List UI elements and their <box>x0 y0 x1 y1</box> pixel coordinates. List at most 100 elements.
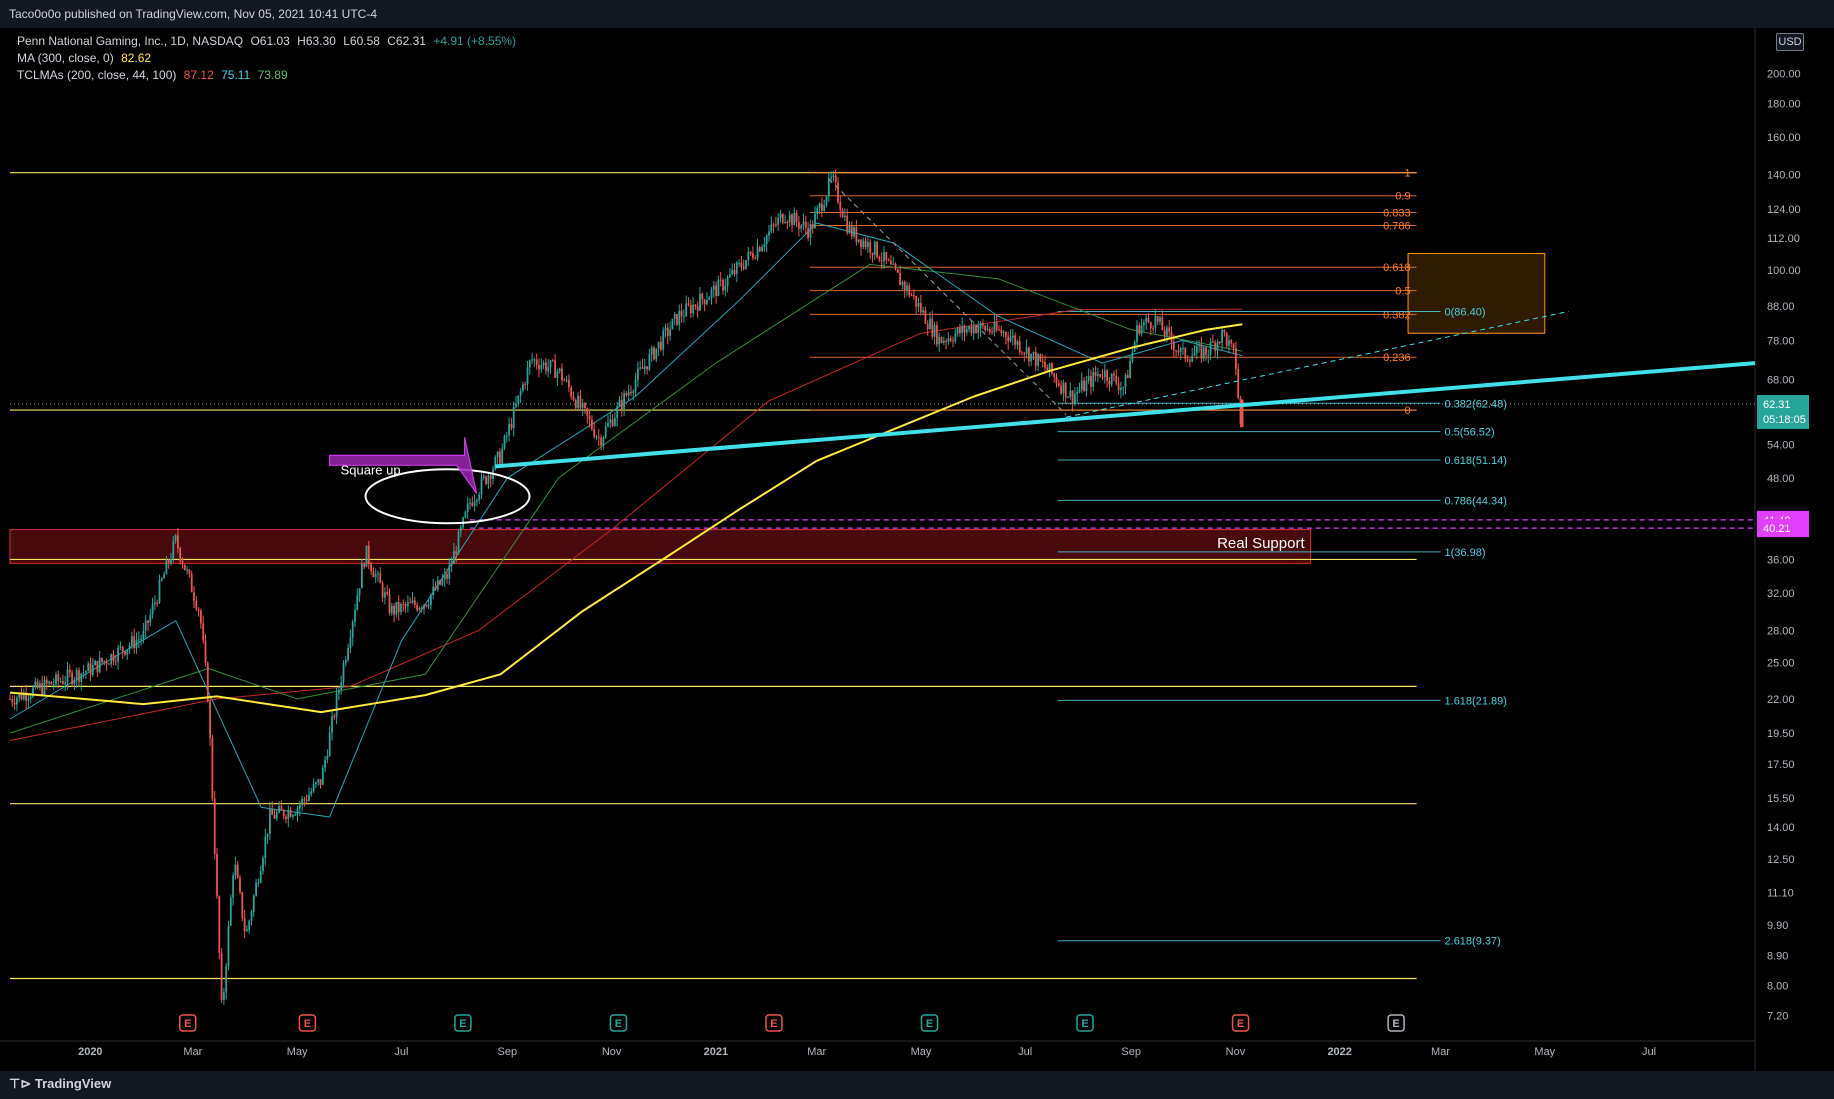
candle-body <box>715 285 717 297</box>
candle-body <box>614 417 616 426</box>
candle-body <box>680 310 683 317</box>
candle-body <box>1161 317 1164 331</box>
candle-body <box>634 379 637 392</box>
candle-body <box>349 637 352 649</box>
candle-body <box>298 805 301 809</box>
candle-body <box>526 367 529 385</box>
symbol-name[interactable]: Penn National Gaming, Inc., 1D, NASDAQ <box>17 34 244 48</box>
earnings-marker-label: E <box>459 1018 466 1030</box>
candle-body <box>535 359 538 366</box>
candle-body <box>317 779 320 783</box>
candle-body <box>846 215 849 233</box>
candle-body <box>236 864 239 878</box>
candle-body <box>630 391 632 394</box>
fib-retracement-label: 1 <box>1404 168 1410 180</box>
tclmas-value-fast: 73.89 <box>257 68 288 82</box>
candle-body <box>473 501 476 506</box>
candle-body <box>430 595 432 605</box>
tradingview-logo[interactable]: ⊤⊳ TradingView <box>9 1076 111 1092</box>
candle-body <box>719 279 722 281</box>
candle-body <box>1069 390 1072 397</box>
candle-body <box>692 304 694 314</box>
candle-body <box>469 502 471 504</box>
candle-body <box>1025 347 1028 354</box>
candle-body <box>616 405 619 418</box>
candle-body <box>432 586 435 596</box>
x-tick-label: 2021 <box>704 1046 728 1058</box>
candle-body <box>183 564 186 570</box>
candle-body <box>1041 360 1044 363</box>
candle-body <box>970 326 973 334</box>
y-tick-label: 68.00 <box>1767 374 1795 386</box>
candle-body <box>1078 389 1081 392</box>
candle-body <box>388 594 391 613</box>
candle-body <box>804 221 807 229</box>
y-tick-label: 160.00 <box>1767 132 1801 144</box>
tclmas-label[interactable]: TCLMAs (200, close, 44, 100) <box>17 68 177 82</box>
candle-body <box>64 682 67 684</box>
ma-label[interactable]: MA (300, close, 0) <box>17 51 114 65</box>
fib-retracement-label: 0.833 <box>1383 208 1411 220</box>
candle-body <box>340 682 343 690</box>
y-tick-label: 32.00 <box>1767 588 1795 600</box>
candle-body <box>1221 329 1223 343</box>
earnings-marker <box>609 1014 628 1032</box>
y-tick-label: 78.00 <box>1767 335 1795 347</box>
candle-body <box>1023 352 1026 354</box>
candle-body <box>924 310 927 324</box>
candle-body <box>1207 354 1210 356</box>
candle-body <box>809 224 812 238</box>
candle-body <box>101 658 103 663</box>
candle-body <box>821 203 823 211</box>
candle-body <box>565 379 568 381</box>
earnings-marker <box>178 1014 197 1032</box>
legend: Penn National Gaming, Inc., 1D, NASDAQ O… <box>17 33 520 84</box>
published-bar: Taco0o0o published on TradingView.com, N… <box>0 0 1834 28</box>
candle-body <box>823 205 826 211</box>
candle-body <box>818 203 821 209</box>
candle-body <box>632 391 635 394</box>
candle-body <box>1028 347 1030 362</box>
candle-body <box>869 242 872 253</box>
y-tick-label: 48.00 <box>1767 473 1795 485</box>
fib-retracement-label: 0.9 <box>1395 191 1410 203</box>
candle-body <box>436 580 439 590</box>
candle-body <box>551 360 554 362</box>
candle-body <box>1032 351 1035 354</box>
candle-body <box>531 359 533 361</box>
candle-body <box>620 399 623 410</box>
candle-body <box>505 435 508 437</box>
candle-body <box>752 253 754 258</box>
candle-body <box>476 500 478 502</box>
legend-symbol-row: Penn National Gaming, Inc., 1D, NASDAQ O… <box>17 33 520 50</box>
candle-body <box>1228 340 1230 346</box>
candle-body <box>200 610 202 624</box>
candle-body <box>487 475 490 484</box>
candle-body <box>754 257 757 259</box>
candle-body <box>296 808 299 815</box>
earnings-marker-label: E <box>1237 1018 1244 1030</box>
candle-body <box>528 360 531 368</box>
candle-body <box>901 281 904 286</box>
candle-body <box>683 316 685 318</box>
candle-body <box>929 318 931 330</box>
candle-body <box>59 680 62 682</box>
candle-body <box>1002 332 1005 334</box>
candle-body <box>768 231 770 236</box>
legend-ma-row: MA (300, close, 0) 82.62 <box>17 50 520 67</box>
candle-body <box>308 794 310 801</box>
candle-body <box>795 213 798 223</box>
candle-body <box>1193 352 1196 356</box>
candle-body <box>400 604 402 613</box>
candle-body <box>627 391 630 396</box>
candle-body <box>1011 335 1014 338</box>
candle-body <box>87 663 90 672</box>
candle-body <box>89 663 92 675</box>
currency-button[interactable]: USD <box>1776 33 1804 51</box>
earnings-marker-label: E <box>770 1018 777 1030</box>
candle-body <box>510 424 513 429</box>
candle-body <box>407 602 409 607</box>
fib-extension-label: 1.618(21.89) <box>1445 695 1507 707</box>
x-tick-label: Sep <box>1121 1046 1141 1058</box>
